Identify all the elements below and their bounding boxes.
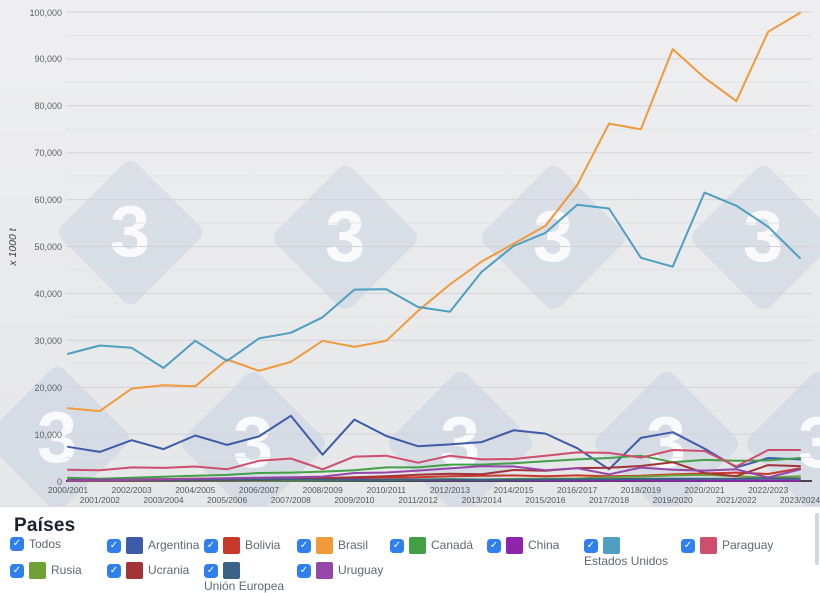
series-color-swatch (316, 562, 333, 579)
y-axis-tick-label: 60,000 (34, 195, 62, 206)
series-line-argentina (67, 414, 801, 471)
y-axis-tick-label: 90,000 (34, 54, 62, 65)
y-axis-tick-label: 40,000 (34, 288, 62, 299)
x-axis-tick-label: 2002/2003 (111, 485, 152, 495)
series-line-estados-unidos (67, 191, 801, 369)
legend-item-label: Paraguay (722, 538, 774, 552)
y-axis-title: x 1000 t (7, 228, 19, 266)
series-color-swatch (700, 537, 717, 554)
legend-title: Países (14, 515, 76, 536)
checkbox-checked-icon[interactable]: ✓ (204, 563, 218, 578)
y-axis-tick-label: 0 (56, 476, 62, 487)
legend-item-label: Ucrania (148, 563, 190, 577)
legend-item-estados-unidos[interactable]: ✓ Estados Unidos (584, 537, 681, 568)
x-axis-tick-label: 2016/2017 (557, 485, 598, 495)
series-color-swatch (126, 537, 143, 554)
x-axis-tick-label: 2005/2006 (207, 494, 248, 505)
x-axis-tick-label: 2001/2002 (79, 494, 120, 505)
checkbox-checked-icon[interactable]: ✓ (10, 563, 24, 578)
legend-item-paraguay[interactable]: ✓ Paraguay (681, 537, 778, 554)
checkbox-checked-icon[interactable]: ✓ (681, 538, 695, 553)
series-color-swatch (223, 537, 240, 554)
checkbox-checked-icon[interactable]: ✓ (10, 537, 24, 551)
legend-item-uruguay[interactable]: ✓ Uruguay (297, 562, 394, 579)
x-axis-tick-label: 2009/2010 (334, 494, 375, 505)
checkbox-checked-icon[interactable]: ✓ (107, 563, 121, 578)
x-axis-tick-label: 2008/2009 (302, 485, 343, 495)
legend-item-todos[interactable]: ✓ Todos (10, 537, 107, 551)
legend-scrollbar-thumb[interactable] (815, 513, 819, 565)
legend-item-argentina[interactable]: ✓ Argentina (107, 537, 204, 554)
series-color-swatch (506, 537, 523, 554)
legend-item-canada[interactable]: ✓ Canadá (390, 537, 487, 554)
checkbox-checked-icon[interactable]: ✓ (297, 563, 311, 578)
legend-item-brasil[interactable]: ✓ Brasil (297, 537, 394, 554)
checkbox-checked-icon[interactable]: ✓ (390, 538, 404, 553)
x-axis-tick-label: 2015/2016 (525, 494, 566, 505)
x-axis-tick-label: 2007/2008 (270, 494, 311, 505)
series-line-brasil (67, 11, 801, 413)
legend-item-label: Bolivia (245, 538, 281, 552)
series-color-swatch (29, 562, 46, 579)
x-axis-tick-label: 2003/2004 (143, 494, 184, 505)
y-axis-tick-label: 70,000 (34, 148, 62, 159)
legend-item-label: Argentina (148, 538, 200, 552)
checkbox-checked-icon[interactable]: ✓ (107, 538, 121, 553)
legend-item-label: Canadá (431, 538, 474, 552)
x-axis-tick-label: 2019/2020 (652, 494, 693, 505)
x-axis-tick-label: 2011/2012 (398, 494, 438, 505)
legend-item-label: China (528, 538, 560, 552)
x-axis-tick-label: 2006/2007 (238, 485, 280, 495)
x-axis-tick-label: 2023/2024 (779, 494, 820, 505)
legend-item-union-europea[interactable]: ✓ Unión Europea (204, 562, 301, 593)
x-axis-tick-label: 2014/2015 (493, 485, 534, 495)
legend-panel: Países ✓ Todos ✓ Argentina ✓ Bolivia ✓ Brasil ✓ C… (0, 507, 820, 596)
y-axis-tick-label: 10,000 (34, 429, 62, 440)
series-color-swatch (409, 537, 426, 554)
series-color-swatch (316, 537, 333, 554)
y-axis-tick-label: 100,000 (29, 7, 62, 18)
series-line-union-europea (67, 477, 801, 482)
legend-item-label: Rusia (51, 563, 82, 577)
x-axis-tick-label: 2022/2023 (748, 485, 789, 495)
series-color-swatch (603, 537, 620, 554)
checkbox-checked-icon[interactable]: ✓ (204, 538, 218, 553)
x-axis-tick-label: 2018/2019 (620, 485, 661, 495)
y-axis-tick-label: 30,000 (34, 335, 62, 346)
legend-item-label: Uruguay (338, 563, 384, 577)
x-axis-tick-label: 2010/2011 (366, 485, 407, 495)
series-color-swatch (126, 562, 143, 579)
checkbox-checked-icon[interactable]: ✓ (297, 538, 311, 553)
legend-item-bolivia[interactable]: ✓ Bolivia (204, 537, 301, 554)
legend-item-label: Unión Europea (204, 579, 285, 593)
x-axis-tick-label: 2021/2022 (716, 494, 757, 505)
legend-item-ucrania[interactable]: ✓ Ucrania (107, 562, 204, 579)
legend-item-label: Todos (29, 536, 62, 551)
legend-item-label: Brasil (338, 538, 369, 552)
y-axis-tick-label: 20,000 (34, 382, 62, 393)
checkbox-checked-icon[interactable]: ✓ (487, 538, 501, 553)
x-axis-tick-label: 2020/2021 (684, 485, 725, 495)
x-axis-tick-label: 2000/2001 (47, 485, 89, 495)
line-chart-svg (66, 11, 812, 482)
y-axis-tick-label: 80,000 (34, 101, 62, 112)
legend-item-rusia[interactable]: ✓ Rusia (10, 562, 107, 579)
checkbox-checked-icon[interactable]: ✓ (584, 538, 598, 553)
legend-item-label: Estados Unidos (584, 554, 669, 568)
series-color-swatch (223, 562, 240, 579)
series-line-uruguay (67, 465, 801, 482)
series-line-paraguay (67, 449, 801, 472)
x-axis-tick-label: 2012/2013 (429, 485, 470, 495)
legend-item-china[interactable]: ✓ China (487, 537, 584, 554)
y-axis-tick-label: 50,000 (34, 242, 62, 252)
x-axis-tick-label: 2013/2014 (461, 494, 502, 505)
series-line-canada (67, 454, 801, 480)
x-axis-tick-label: 2004/2005 (175, 485, 216, 495)
x-axis-tick-label: 2017/2018 (588, 494, 630, 505)
